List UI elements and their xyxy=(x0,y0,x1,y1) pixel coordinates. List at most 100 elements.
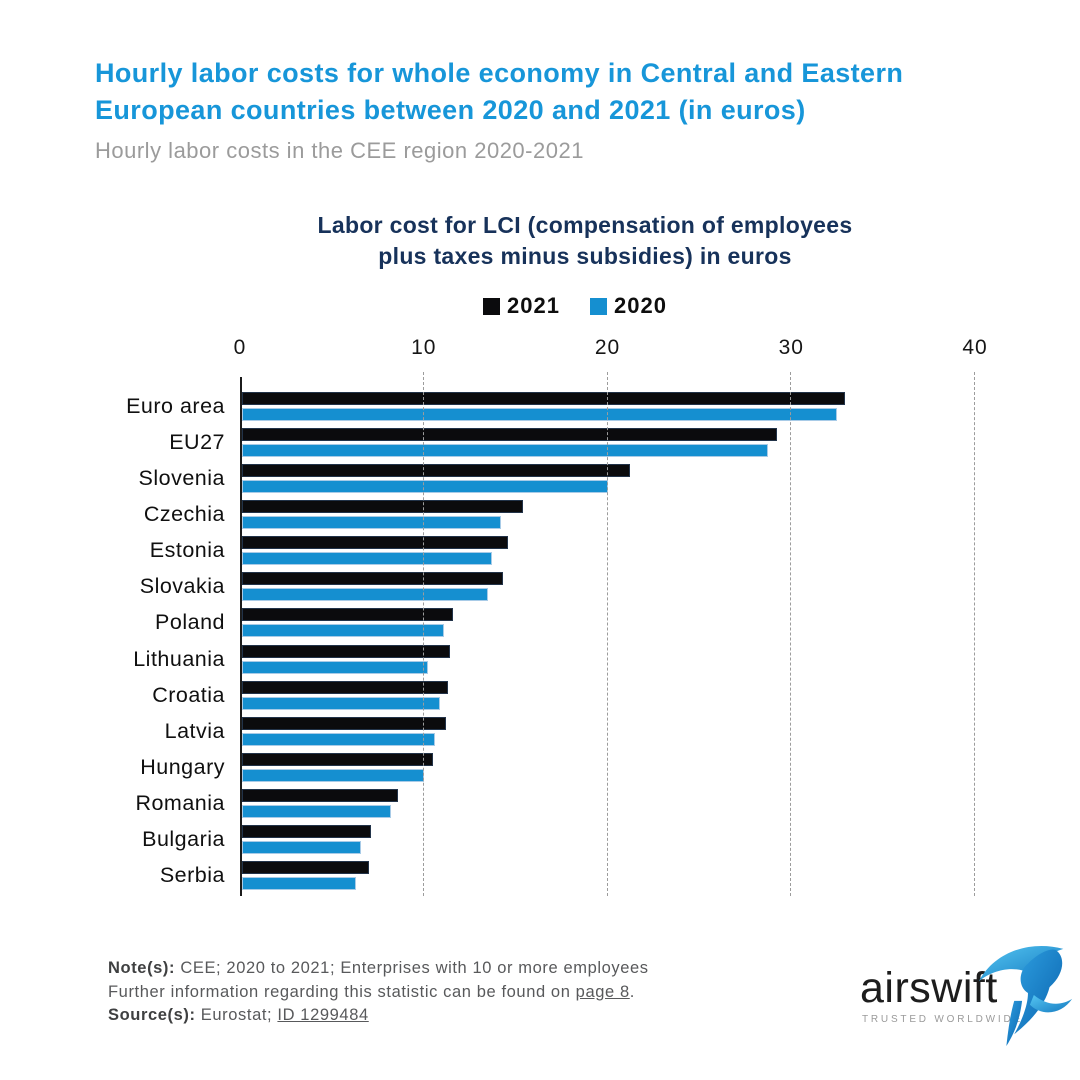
bar-group-eu27 xyxy=(242,424,977,460)
x-axis: 0 10 20 30 40 xyxy=(234,336,987,362)
category-label-latvia: Latvia xyxy=(164,718,225,743)
chart-legend: 2021 2020 xyxy=(185,293,965,319)
category-label-eu27: EU27 xyxy=(169,429,225,454)
bar-2020-slovakia xyxy=(242,588,489,602)
page-title: Hourly labor costs for whole economy in … xyxy=(95,55,1015,129)
bar-2020-serbia xyxy=(242,877,356,891)
bar-group-latvia xyxy=(242,713,977,749)
gridline-20 xyxy=(606,372,608,896)
airswift-logo: airswift TRUSTED WORLDWIDE xyxy=(860,945,1073,1050)
x-tick-label-10: 10 xyxy=(411,336,437,359)
gridline-10 xyxy=(422,372,424,896)
bar-2020-latvia xyxy=(242,732,435,746)
x-tick-label-0: 0 xyxy=(233,336,247,359)
airswift-tagline: TRUSTED WORLDWIDE xyxy=(862,1014,1023,1025)
bar-2021-slovenia xyxy=(242,463,630,477)
bar-2020-slovenia xyxy=(242,479,608,493)
x-tick-label-40: 40 xyxy=(962,336,988,359)
category-label-croatia: Croatia xyxy=(152,682,225,707)
page-title-line1: Hourly labor costs for whole economy in … xyxy=(95,58,904,88)
y-axis-line xyxy=(240,377,242,896)
bar-2020-lithuania xyxy=(242,660,428,674)
source-label: Source(s): xyxy=(108,1006,196,1024)
bar-2021-lithuania xyxy=(242,644,450,658)
bar-2021-slovakia xyxy=(242,572,503,586)
bar-2020-euro-area xyxy=(242,407,838,421)
source-text: Eurostat; xyxy=(195,1006,278,1024)
page-link[interactable]: page 8 xyxy=(575,982,630,1001)
bar-2021-romania xyxy=(242,789,399,803)
legend-label-2021: 2021 xyxy=(507,293,560,318)
bar-2020-croatia xyxy=(242,696,441,710)
airswift-wordmark: airswift xyxy=(860,964,998,1012)
category-label-euro-area: Euro area xyxy=(126,393,225,418)
bar-groups xyxy=(242,388,977,894)
bar-2020-romania xyxy=(242,805,391,819)
bar-group-bulgaria xyxy=(242,822,977,858)
legend-item-2020: 2020 xyxy=(590,293,667,319)
gridline-40 xyxy=(974,372,975,896)
bar-2020-bulgaria xyxy=(242,841,362,855)
footnotes: Note(s): CEE; 2020 to 2021; Enterprises … xyxy=(108,957,748,1028)
category-label-lithuania: Lithuania xyxy=(133,646,225,671)
bar-2021-bulgaria xyxy=(242,825,371,839)
airswift-bird-icon xyxy=(978,945,1073,1047)
category-label-hungary: Hungary xyxy=(140,754,225,779)
chart-title-line2: plus taxes minus subsidies) in euros xyxy=(378,243,792,269)
bar-group-romania xyxy=(242,786,977,822)
further-suffix: . xyxy=(629,982,635,1001)
category-label-slovenia: Slovenia xyxy=(138,465,225,490)
bar-group-lithuania xyxy=(242,641,977,677)
bar-group-serbia xyxy=(242,858,977,894)
bar-2021-estonia xyxy=(242,536,509,550)
bar-2020-hungary xyxy=(242,768,424,782)
x-tick-label-20: 20 xyxy=(594,336,621,359)
note-label: Note(s): xyxy=(108,959,176,977)
bar-2021-poland xyxy=(242,608,454,622)
bar-group-slovenia xyxy=(242,460,977,496)
bar-group-hungary xyxy=(242,749,977,785)
bar-group-slovakia xyxy=(242,569,977,605)
bar-group-euro-area xyxy=(242,388,977,424)
bar-2021-hungary xyxy=(242,752,434,766)
source-line: Source(s): Eurostat; ID 1299484 xyxy=(108,1004,748,1028)
bar-group-poland xyxy=(242,605,977,641)
further-text: Further information regarding this stati… xyxy=(108,982,576,1001)
category-label-romania: Romania xyxy=(135,791,225,816)
page-subtitle: Hourly labor costs in the CEE region 202… xyxy=(95,138,584,163)
gridline-30 xyxy=(790,372,792,896)
bar-2021-czechia xyxy=(242,499,524,513)
legend-swatch-2021 xyxy=(483,297,501,315)
bar-2021-eu27 xyxy=(242,427,777,441)
legend-swatch-2020 xyxy=(590,297,607,315)
bar-2021-serbia xyxy=(242,861,369,875)
chart-title-line1: Labor cost for LCI (compensation of empl… xyxy=(317,212,853,238)
bar-2021-croatia xyxy=(242,680,448,694)
chart-title: Labor cost for LCI (compensation of empl… xyxy=(185,210,985,272)
category-label-poland: Poland xyxy=(155,610,225,635)
further-line: Further information regarding this stati… xyxy=(108,981,748,1005)
legend-item-2021: 2021 xyxy=(483,293,560,319)
source-id-link[interactable]: ID 1299484 xyxy=(277,1006,369,1024)
category-labels: Euro area EU27 Slovenia Czechia Estonia Slova… xyxy=(60,388,225,894)
bar-2020-estonia xyxy=(242,552,492,566)
bar-group-czechia xyxy=(242,496,977,532)
bar-2021-latvia xyxy=(242,716,446,730)
category-label-czechia: Czechia xyxy=(143,501,225,526)
bar-group-croatia xyxy=(242,677,977,713)
category-label-serbia: Serbia xyxy=(159,863,225,888)
bar-2020-eu27 xyxy=(242,443,768,457)
category-label-bulgaria: Bulgaria xyxy=(142,827,225,852)
note-line: Note(s): CEE; 2020 to 2021; Enterprises … xyxy=(108,957,748,981)
bar-group-estonia xyxy=(242,533,977,569)
note-text: CEE; 2020 to 2021; Enterprises with 10 o… xyxy=(175,959,649,977)
category-label-estonia: Estonia xyxy=(149,538,225,563)
x-tick-label-30: 30 xyxy=(778,336,804,359)
plot-area xyxy=(240,372,975,896)
legend-label-2020: 2020 xyxy=(614,293,667,318)
bar-2021-euro-area xyxy=(242,391,845,405)
bar-2020-poland xyxy=(242,624,445,638)
bar-2020-czechia xyxy=(242,515,502,529)
category-label-slovakia: Slovakia xyxy=(139,574,225,599)
